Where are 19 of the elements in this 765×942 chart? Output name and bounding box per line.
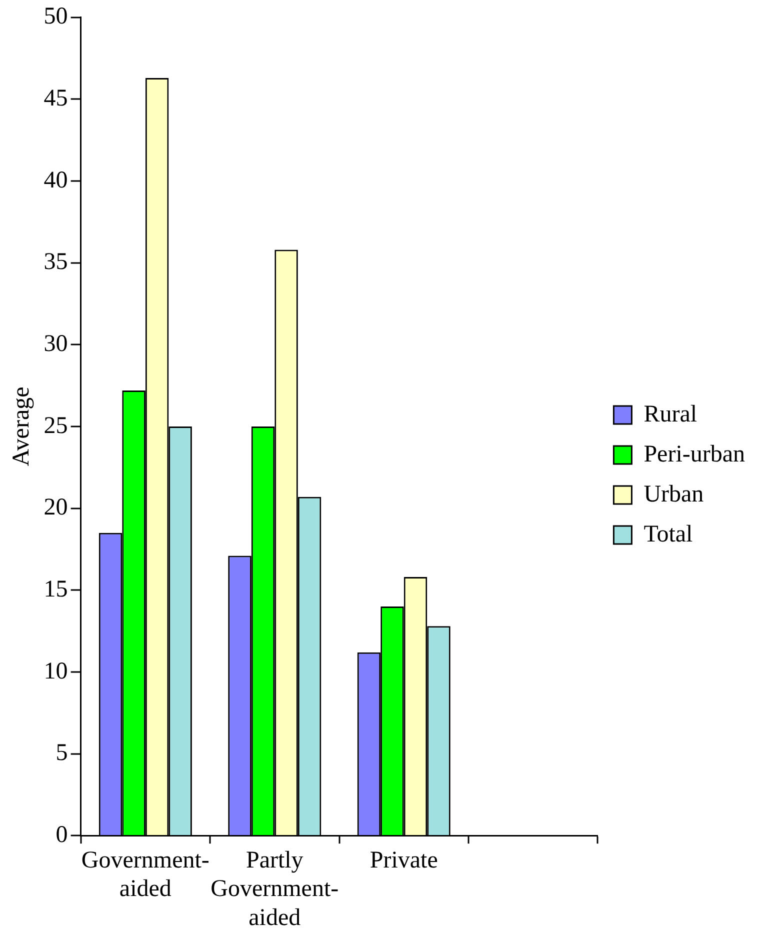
y-tick-label: 10 <box>44 658 68 684</box>
y-tick-label: 25 <box>44 412 68 439</box>
legend-label: Total <box>644 521 694 548</box>
y-tick-label: 30 <box>44 330 68 357</box>
y-axis-title: Average <box>8 386 35 466</box>
y-tick-label: 5 <box>56 740 68 766</box>
legend-label: Rural <box>644 401 698 428</box>
x-tick-label: Partly Government-aided <box>210 847 339 931</box>
legend-label: Peri-urban <box>644 441 745 468</box>
y-tick-label: 40 <box>44 167 68 194</box>
x-tick-label: Government-aided <box>81 847 210 902</box>
y-tick-label: 50 <box>44 4 68 30</box>
x-tick-label: Private <box>370 847 438 874</box>
y-tick-label: 45 <box>44 86 68 112</box>
y-tick-label: 15 <box>44 576 68 602</box>
legend-label: Urban <box>644 481 704 508</box>
y-tick-label: 20 <box>44 494 68 521</box>
y-tick-label: 35 <box>44 249 68 276</box>
y-tick-label: 0 <box>56 822 68 848</box>
